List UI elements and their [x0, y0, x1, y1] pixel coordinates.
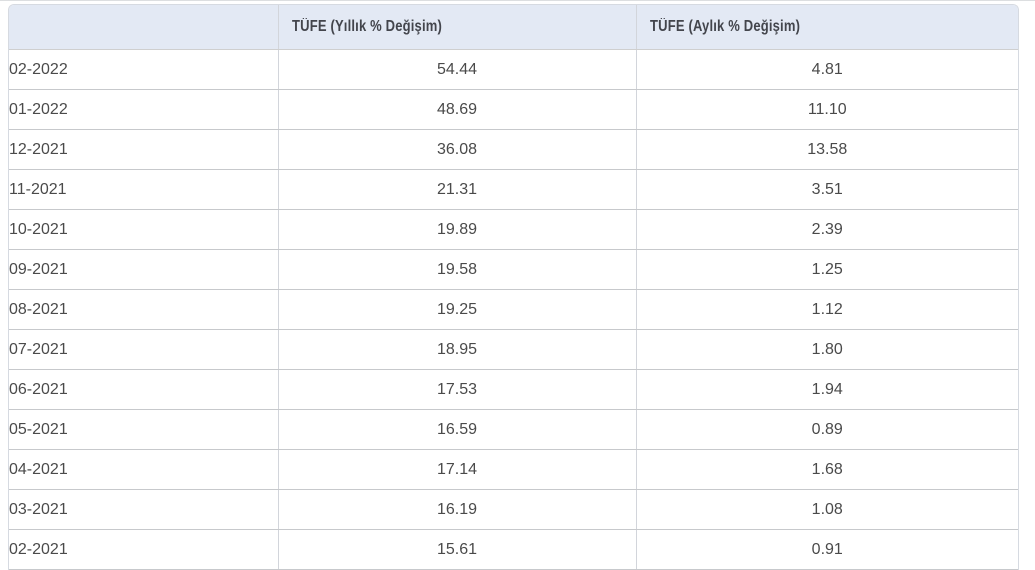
cell-yearly: 19.89 [277, 209, 636, 250]
cell-period: 12-2021 [9, 129, 278, 170]
cell-period: 02-2022 [9, 49, 278, 90]
cell-yearly: 16.19 [277, 489, 636, 530]
cell-yearly: 17.14 [277, 449, 636, 490]
cell-period: 07-2021 [9, 329, 278, 370]
inflation-table-container: TÜFE (Yıllık % Değişim) TÜFE (Aylık % De… [8, 4, 1019, 570]
table-row: 10-2021 19.89 2.39 [9, 209, 1018, 250]
cell-monthly: 1.94 [635, 369, 1018, 410]
cell-period: 05-2021 [9, 409, 278, 450]
table-row: 01-2022 48.69 11.10 [9, 89, 1018, 130]
cell-yearly: 48.69 [277, 89, 636, 130]
cell-monthly: 2.39 [635, 209, 1018, 250]
cell-period: 09-2021 [9, 249, 278, 290]
cell-monthly: 13.58 [635, 129, 1018, 170]
cell-period: 10-2021 [9, 209, 278, 250]
cell-monthly: 1.12 [635, 289, 1018, 330]
cell-yearly: 36.08 [277, 129, 636, 170]
cell-period: 02-2021 [9, 529, 278, 570]
table-row: 02-2021 15.61 0.91 [9, 529, 1018, 570]
table-row: 07-2021 18.95 1.80 [9, 329, 1018, 370]
cell-period: 01-2022 [9, 89, 278, 130]
table-header-row: TÜFE (Yıllık % Değişim) TÜFE (Aylık % De… [9, 5, 1018, 50]
table-row: 06-2021 17.53 1.94 [9, 369, 1018, 410]
table-row: 03-2021 16.19 1.08 [9, 489, 1018, 530]
cell-monthly: 11.10 [635, 89, 1018, 130]
cell-monthly: 0.89 [635, 409, 1018, 450]
cell-yearly: 19.25 [277, 289, 636, 330]
header-label-yearly: TÜFE (Yıllık % Değişim) [291, 18, 442, 35]
cell-period: 11-2021 [9, 169, 278, 210]
table-row: 04-2021 17.14 1.68 [9, 449, 1018, 490]
table-row: 02-2022 54.44 4.81 [9, 49, 1018, 90]
cell-monthly: 1.25 [635, 249, 1018, 290]
cell-monthly: 1.80 [635, 329, 1018, 370]
cell-period: 03-2021 [9, 489, 278, 530]
table-row: 05-2021 16.59 0.89 [9, 409, 1018, 450]
cell-yearly: 21.31 [277, 169, 636, 210]
cell-monthly: 1.08 [635, 489, 1018, 530]
header-cell-monthly: TÜFE (Aylık % Değişim) [635, 5, 1018, 50]
table-row: 11-2021 21.31 3.51 [9, 169, 1018, 210]
cell-monthly: 0.91 [635, 529, 1018, 570]
table-row: 12-2021 36.08 13.58 [9, 129, 1018, 170]
table-row: 08-2021 19.25 1.12 [9, 289, 1018, 330]
cell-period: 04-2021 [9, 449, 278, 490]
cell-yearly: 19.58 [277, 249, 636, 290]
top-divider [0, 0, 1035, 1]
header-cell-period [9, 5, 278, 50]
cell-monthly: 3.51 [635, 169, 1018, 210]
cell-monthly: 1.68 [635, 449, 1018, 490]
cell-yearly: 16.59 [277, 409, 636, 450]
cell-yearly: 17.53 [277, 369, 636, 410]
cell-yearly: 18.95 [277, 329, 636, 370]
header-label-monthly: TÜFE (Aylık % Değişim) [649, 18, 800, 35]
cell-monthly: 4.81 [635, 49, 1018, 90]
cell-yearly: 15.61 [277, 529, 636, 570]
inflation-table: TÜFE (Yıllık % Değişim) TÜFE (Aylık % De… [9, 5, 1018, 570]
cell-period: 06-2021 [9, 369, 278, 410]
header-cell-yearly: TÜFE (Yıllık % Değişim) [277, 5, 636, 50]
cell-yearly: 54.44 [277, 49, 636, 90]
cell-period: 08-2021 [9, 289, 278, 330]
table-row: 09-2021 19.58 1.25 [9, 249, 1018, 290]
table-body: 02-2022 54.44 4.81 01-2022 48.69 11.10 1… [9, 49, 1018, 570]
